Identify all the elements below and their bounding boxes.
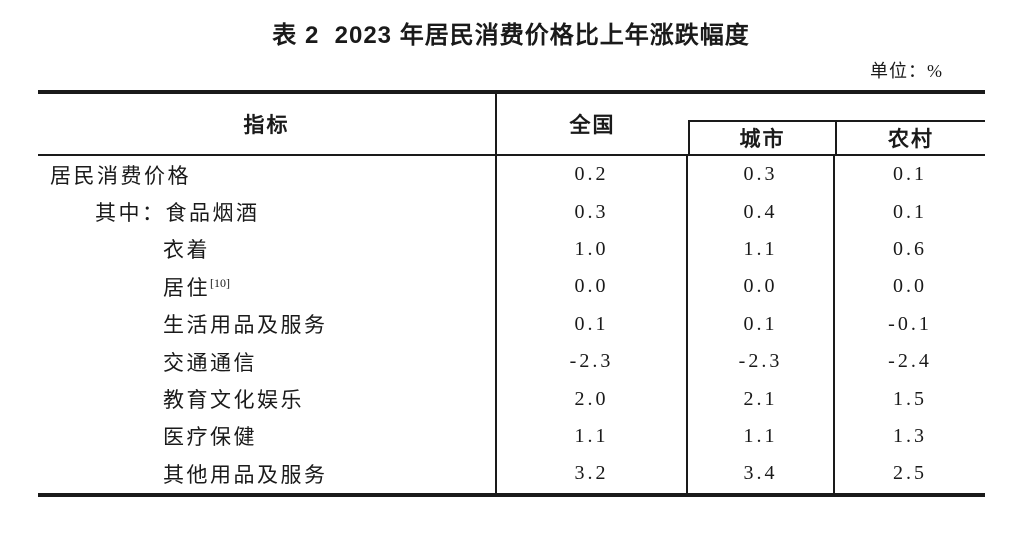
- table-body: 居民消费价格 0.2 0.3 0.1 其中：食品烟酒 0.3 0.4 0.1 衣…: [38, 156, 985, 493]
- cell-urban: 1.1: [688, 417, 835, 456]
- table-row: 其中：食品烟酒 0.3 0.4 0.1: [38, 193, 985, 231]
- unit-label: 单位：%: [870, 61, 943, 81]
- row-label: 居住 [10]: [38, 268, 497, 306]
- column-header-national: 全国: [569, 114, 616, 137]
- cell-rural: -0.1: [888, 312, 932, 335]
- cell-urban: 0.1: [688, 305, 835, 343]
- table-row: 居民消费价格 0.2 0.3 0.1: [38, 156, 985, 194]
- cell-urban: 0.0: [688, 268, 835, 306]
- urban-rural-subheader: 城市 农村: [688, 120, 985, 154]
- column-header-indicator: 指标: [38, 94, 497, 154]
- cell-national: 2.0: [497, 380, 688, 418]
- cpi-table: 指标 全国 城市 农村 居民消费价格 0.2 0.3 0.1 其中：食品烟酒 0…: [38, 90, 985, 497]
- cell-urban: 0.4: [688, 193, 835, 231]
- table-row: 交通通信 -2.3 -2.3 -2.4: [38, 342, 985, 381]
- cell-rural: 0.6: [893, 237, 927, 260]
- table-row: 生活用品及服务 0.1 0.1 -0.1: [38, 305, 985, 343]
- cell-rural: 0.1: [893, 200, 927, 223]
- cell-national: 1.0: [497, 230, 688, 269]
- cell-rural: -2.4: [888, 350, 932, 373]
- row-label: 教育文化娱乐: [38, 380, 497, 418]
- table-row: 衣着 1.0 1.1 0.6: [38, 230, 985, 269]
- table-title: 表 2 2023 年居民消费价格比上年涨跌幅度: [272, 22, 750, 49]
- row-label: 医疗保健: [38, 417, 497, 456]
- table-header: 指标 全国 城市 农村: [38, 94, 985, 156]
- cell-national: 3.2: [497, 455, 688, 493]
- cell-rural: 1.5: [893, 387, 927, 410]
- cell-urban: 2.1: [688, 380, 835, 418]
- column-header-urban: 城市: [690, 122, 837, 154]
- row-label: 居民消费价格: [38, 156, 497, 194]
- row-label: 生活用品及服务: [38, 305, 497, 343]
- cell-rural: 0.0: [893, 275, 927, 298]
- cell-rural: 0.1: [893, 163, 927, 186]
- cell-urban: 1.1: [688, 230, 835, 269]
- row-label: 其中：食品烟酒: [38, 193, 497, 231]
- row-label: 交通通信: [38, 342, 497, 381]
- table-row: 教育文化娱乐 2.0 2.1 1.5: [38, 380, 985, 418]
- cell-national: 0.2: [497, 156, 688, 194]
- cell-urban: 3.4: [688, 455, 835, 493]
- table-row: 医疗保健 1.1 1.1 1.3: [38, 417, 985, 456]
- footnote-ref: [10]: [210, 275, 230, 290]
- cell-urban: -2.3: [688, 342, 835, 381]
- table-row: 其他用品及服务 3.2 3.4 2.5: [38, 455, 985, 493]
- cell-national: -2.3: [497, 342, 688, 381]
- cell-rural: 1.3: [893, 424, 927, 447]
- cell-national: 1.1: [497, 417, 688, 456]
- table-row: 居住 [10] 0.0 0.0 0.0: [38, 268, 985, 306]
- cell-national: 0.3: [497, 193, 688, 231]
- unit-row: 单位：%: [38, 58, 985, 84]
- cell-urban: 0.3: [688, 156, 835, 194]
- cell-national: 0.0: [497, 268, 688, 306]
- column-header-rural: 农村: [888, 128, 934, 151]
- row-label: 其他用品及服务: [38, 455, 497, 493]
- cell-rural: 2.5: [893, 462, 927, 485]
- row-label: 衣着: [38, 230, 497, 269]
- cell-national: 0.1: [497, 305, 688, 343]
